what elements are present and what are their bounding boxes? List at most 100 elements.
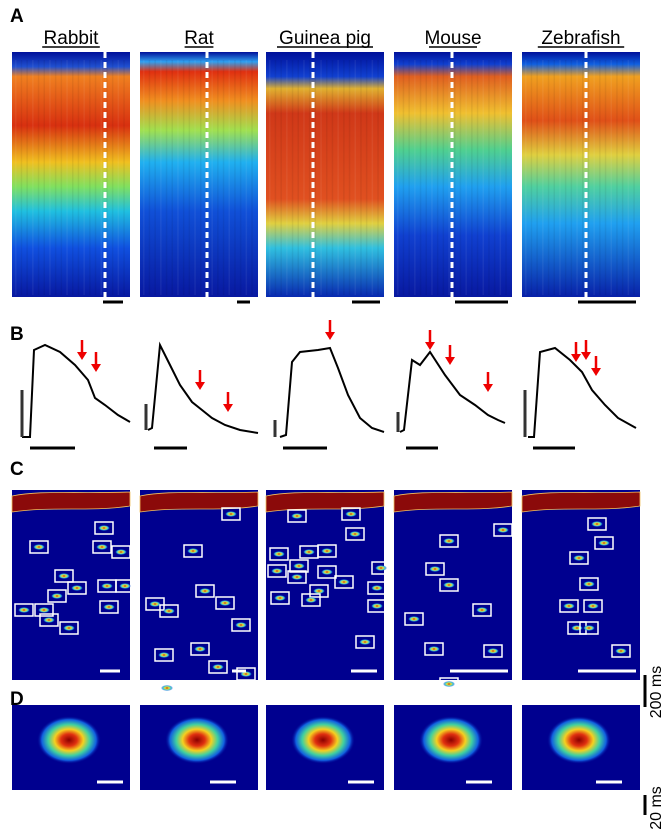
arrow-head xyxy=(571,354,581,362)
panel-label: A xyxy=(10,6,24,27)
streak xyxy=(610,60,612,295)
event-box xyxy=(483,644,503,658)
event xyxy=(194,646,206,652)
streak xyxy=(488,60,490,295)
arrow-head xyxy=(77,352,87,360)
event-box xyxy=(54,569,74,583)
arrow-head xyxy=(425,342,435,350)
streak xyxy=(425,60,427,295)
event xyxy=(273,551,285,557)
trace xyxy=(279,346,385,438)
streak xyxy=(547,60,550,295)
event xyxy=(428,646,440,652)
event-box xyxy=(472,603,492,617)
event-box xyxy=(569,551,589,565)
event xyxy=(96,544,108,550)
species-title: Zebrafish xyxy=(541,28,620,49)
streak xyxy=(499,60,502,295)
streak xyxy=(297,60,299,295)
streak xyxy=(621,60,624,295)
event-box xyxy=(111,545,131,559)
surface-band xyxy=(139,491,259,513)
event xyxy=(225,511,237,517)
event xyxy=(291,513,303,519)
streak xyxy=(286,60,288,295)
streak xyxy=(111,60,114,295)
event xyxy=(583,625,595,631)
event xyxy=(429,566,441,572)
streak xyxy=(431,60,433,295)
event-box xyxy=(299,545,319,559)
event xyxy=(303,549,315,555)
streak xyxy=(326,60,328,295)
streak xyxy=(525,60,527,295)
streak xyxy=(564,60,567,295)
surface-band xyxy=(521,491,641,513)
streak xyxy=(217,60,219,295)
event-box xyxy=(94,521,114,535)
streak xyxy=(436,60,439,295)
spark xyxy=(419,716,483,764)
heatmap xyxy=(266,52,384,297)
event-box xyxy=(92,540,112,554)
streak xyxy=(194,60,196,295)
streak xyxy=(89,60,91,295)
event xyxy=(103,604,115,610)
event-box xyxy=(439,578,459,592)
arrow-head xyxy=(581,352,591,360)
event-box xyxy=(317,565,337,579)
streak xyxy=(343,60,345,295)
streak xyxy=(60,60,63,295)
event xyxy=(98,525,110,531)
event-box xyxy=(221,507,241,521)
event xyxy=(161,685,173,691)
event xyxy=(199,588,211,594)
event xyxy=(487,648,499,654)
event-box xyxy=(367,599,387,613)
streak xyxy=(228,60,230,295)
trace xyxy=(528,346,637,438)
event-box xyxy=(208,660,228,674)
event xyxy=(443,538,455,544)
event xyxy=(163,608,175,614)
streak xyxy=(633,60,635,295)
event-box xyxy=(183,544,203,558)
streak xyxy=(320,60,322,295)
event xyxy=(43,617,55,623)
streak xyxy=(308,60,311,295)
event xyxy=(33,544,45,550)
streak xyxy=(43,60,45,295)
streak xyxy=(331,60,334,295)
streak xyxy=(593,60,595,295)
event-box xyxy=(371,561,391,575)
event-box xyxy=(579,621,599,635)
event xyxy=(51,593,63,599)
event-box xyxy=(47,589,67,603)
panel-label: C xyxy=(10,459,24,480)
streak xyxy=(77,60,80,295)
streak xyxy=(442,60,445,295)
streak xyxy=(365,60,368,295)
streak xyxy=(371,60,374,295)
streak xyxy=(94,60,97,295)
arrow-head xyxy=(325,332,335,340)
arrow-head xyxy=(591,368,601,376)
event-box xyxy=(301,593,321,607)
streak xyxy=(188,60,191,295)
event-box xyxy=(587,517,607,531)
streak xyxy=(222,60,225,295)
event-box xyxy=(424,642,444,656)
streak xyxy=(576,60,578,295)
event-box xyxy=(345,527,365,541)
streak xyxy=(397,60,399,295)
streak xyxy=(360,60,362,295)
streak xyxy=(587,60,590,295)
panel-label: B xyxy=(10,324,24,345)
streak xyxy=(471,60,473,295)
event-box xyxy=(425,562,445,576)
streak xyxy=(414,60,416,295)
streak xyxy=(49,60,51,295)
event-box xyxy=(99,600,119,614)
streak xyxy=(117,60,120,295)
trace xyxy=(147,341,259,434)
